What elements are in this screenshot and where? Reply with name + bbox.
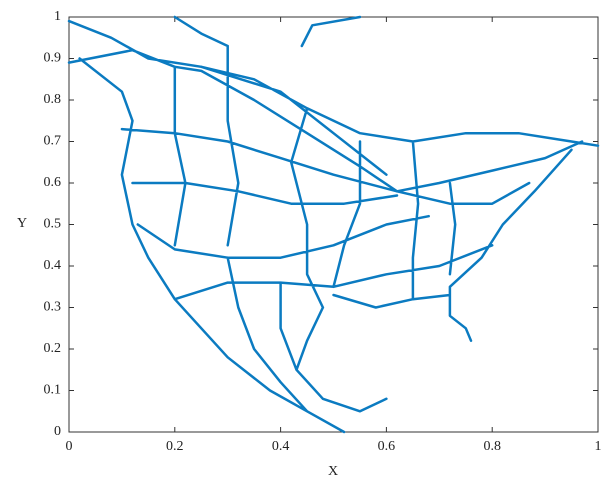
y-tick-label: 0.5 bbox=[44, 217, 62, 232]
y-tick-label: 0.2 bbox=[44, 341, 62, 356]
y-tick-label: 1 bbox=[54, 9, 61, 24]
plot-frame bbox=[69, 17, 598, 432]
x-tick-label: 0.2 bbox=[166, 439, 184, 454]
y-tick-label: 0.8 bbox=[44, 92, 62, 107]
y-axis-label: Y bbox=[17, 216, 27, 231]
y-tick-label: 0.3 bbox=[44, 300, 62, 315]
x-tick-label: 1 bbox=[595, 439, 602, 454]
network-line bbox=[69, 17, 598, 432]
x-tick-label: 0.8 bbox=[483, 439, 501, 454]
y-tick-label: 0 bbox=[54, 424, 61, 439]
y-tick-label: 0.4 bbox=[44, 258, 62, 273]
x-tick-label: 0.6 bbox=[378, 439, 396, 454]
x-axis-label: X bbox=[328, 464, 338, 479]
y-tick-label: 0.9 bbox=[44, 51, 62, 66]
chart: X Y 0 0.2 0.4 0.6 0.8 1 0 0.1 0.2 0.3 0.4 0.5 0.6 0.7… bbox=[0, 0, 605, 483]
y-tick-label: 0.1 bbox=[44, 383, 62, 398]
page: {"chart_data": {"type": "line", "xlabel"… bbox=[0, 0, 605, 483]
x-tick-label: 0 bbox=[66, 439, 73, 454]
y-tick-label: 0.7 bbox=[44, 134, 62, 149]
y-tick-label: 0.6 bbox=[44, 175, 62, 190]
x-tick-label: 0.4 bbox=[272, 439, 290, 454]
